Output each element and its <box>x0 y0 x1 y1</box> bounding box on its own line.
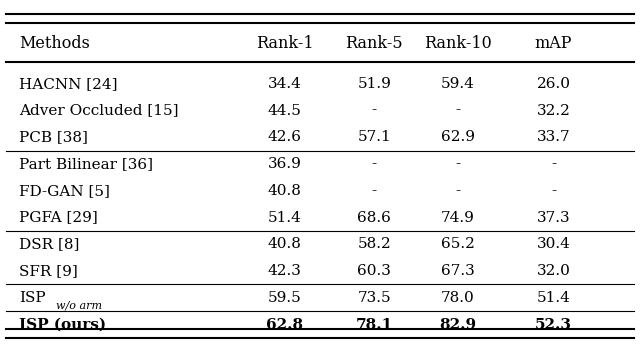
Text: -: - <box>551 184 556 198</box>
Text: Rank-5: Rank-5 <box>346 36 403 52</box>
Text: 40.8: 40.8 <box>268 237 301 251</box>
Text: Adver Occluded [15]: Adver Occluded [15] <box>19 103 179 118</box>
Text: 32.0: 32.0 <box>537 264 570 278</box>
Text: 37.3: 37.3 <box>537 210 570 225</box>
Text: -: - <box>551 157 556 171</box>
Text: 30.4: 30.4 <box>537 237 570 251</box>
Text: -: - <box>455 157 460 171</box>
Text: Rank-1: Rank-1 <box>256 36 314 52</box>
Text: SFR [9]: SFR [9] <box>19 264 78 278</box>
Text: PCB [38]: PCB [38] <box>19 130 88 144</box>
Text: 33.7: 33.7 <box>537 130 570 144</box>
Text: 26.0: 26.0 <box>536 77 571 91</box>
Text: -: - <box>455 184 460 198</box>
Text: 59.5: 59.5 <box>268 291 301 305</box>
Text: 73.5: 73.5 <box>358 291 391 305</box>
Text: DSR [8]: DSR [8] <box>19 237 79 251</box>
Text: 57.1: 57.1 <box>358 130 391 144</box>
Text: 60.3: 60.3 <box>358 264 391 278</box>
Text: Methods: Methods <box>19 36 90 52</box>
Text: ISP: ISP <box>19 291 46 305</box>
Text: ISP (ours): ISP (ours) <box>19 318 106 332</box>
Text: -: - <box>455 103 460 118</box>
Text: -: - <box>372 184 377 198</box>
Text: 52.3: 52.3 <box>535 318 572 332</box>
Text: 34.4: 34.4 <box>268 77 301 91</box>
Text: FD-GAN [5]: FD-GAN [5] <box>19 184 110 198</box>
Text: PGFA [29]: PGFA [29] <box>19 210 98 225</box>
Text: Part Bilinear [36]: Part Bilinear [36] <box>19 157 153 171</box>
Text: HACNN [24]: HACNN [24] <box>19 77 118 91</box>
Text: 78.0: 78.0 <box>441 291 474 305</box>
Text: 74.9: 74.9 <box>441 210 474 225</box>
Text: 42.3: 42.3 <box>268 264 301 278</box>
Text: -: - <box>372 157 377 171</box>
Text: Rank-10: Rank-10 <box>424 36 492 52</box>
Text: 78.1: 78.1 <box>356 318 393 332</box>
Text: 58.2: 58.2 <box>358 237 391 251</box>
Text: 82.9: 82.9 <box>439 318 476 332</box>
Text: 67.3: 67.3 <box>441 264 474 278</box>
Text: 42.6: 42.6 <box>268 130 302 144</box>
Text: 68.6: 68.6 <box>358 210 391 225</box>
Text: 51.9: 51.9 <box>358 77 391 91</box>
Text: 51.4: 51.4 <box>537 291 570 305</box>
Text: 65.2: 65.2 <box>441 237 474 251</box>
Text: mAP: mAP <box>535 36 572 52</box>
Text: 40.8: 40.8 <box>268 184 301 198</box>
Text: 51.4: 51.4 <box>268 210 301 225</box>
Text: 59.4: 59.4 <box>441 77 474 91</box>
Text: 44.5: 44.5 <box>268 103 301 118</box>
Text: 32.2: 32.2 <box>537 103 570 118</box>
Text: 62.9: 62.9 <box>440 130 475 144</box>
Text: 36.9: 36.9 <box>268 157 301 171</box>
Text: 62.8: 62.8 <box>266 318 303 332</box>
Text: w/o arm: w/o arm <box>56 301 102 310</box>
Text: -: - <box>372 103 377 118</box>
